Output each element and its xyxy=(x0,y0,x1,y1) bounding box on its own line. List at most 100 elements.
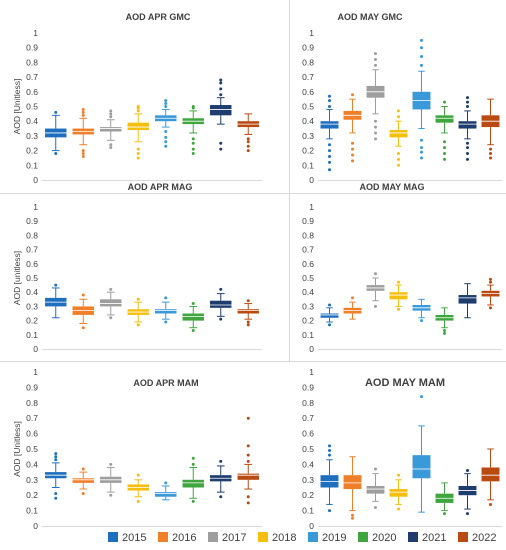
legend-swatch xyxy=(108,532,118,542)
legend-item-2019: 2019 xyxy=(308,532,346,544)
box-2015 xyxy=(320,444,339,513)
chart-title: AOD APR MAM xyxy=(133,378,198,388)
y-tick-label: 0.4 xyxy=(302,116,314,126)
outlier-point xyxy=(374,119,377,123)
outlier-point xyxy=(191,462,195,466)
outlier-point xyxy=(351,93,354,97)
y-tick-label: 0.8 xyxy=(302,398,314,408)
y-tick-label: 0.4 xyxy=(302,287,314,297)
outlier-point xyxy=(420,63,423,67)
outlier-point xyxy=(191,105,195,108)
y-tick-label: 0.8 xyxy=(302,57,314,67)
legend-swatch xyxy=(458,532,468,542)
outlier-point xyxy=(397,157,400,161)
panel: AOD MAY GMC 0 0.1 0.2 0.3 0.4 0.5 0.6 0.7 0.8 0.9 1 xyxy=(302,12,502,185)
iqr-box xyxy=(435,115,454,123)
chart-title: AOD MAY MAM xyxy=(365,377,445,389)
outlier-point xyxy=(466,146,469,150)
outlier-point xyxy=(164,105,168,108)
outlier-point xyxy=(328,449,331,453)
y-tick-label: 0 xyxy=(309,521,314,531)
legend-label: 2020 xyxy=(372,532,396,544)
outlier-point xyxy=(443,512,446,516)
iqr-box xyxy=(389,130,408,138)
legend-label: 2017 xyxy=(222,532,246,544)
y-tick-label: 0.8 xyxy=(26,57,38,67)
y-tick-label: 0 xyxy=(33,521,38,531)
box-2016 xyxy=(343,296,362,320)
box-2018 xyxy=(389,280,408,311)
outlier-point xyxy=(246,299,250,303)
outlier-point xyxy=(164,129,168,133)
y-tick-label: 0.6 xyxy=(302,259,314,269)
outlier-point xyxy=(443,157,446,161)
outlier-point xyxy=(81,113,85,117)
iqr-box xyxy=(366,485,385,494)
y-tick-label: 0.5 xyxy=(302,273,314,283)
y-tick-label: 0.3 xyxy=(302,131,314,141)
legend-swatch xyxy=(358,532,368,542)
box-plot-panels: AOD APR GMC 0 0.1 0.2 0.3 0.4 0.5 0.6 0.7 0.8 0.9 1… xyxy=(12,12,502,531)
box-2021 xyxy=(210,78,232,151)
y-tick-label: 0.8 xyxy=(302,230,314,240)
outlier-point xyxy=(219,81,223,85)
outlier-point xyxy=(54,110,58,114)
iqr-box xyxy=(100,299,122,307)
iqr-box xyxy=(155,492,177,497)
outlier-point xyxy=(219,78,223,82)
box-2017 xyxy=(100,462,122,497)
box-2021 xyxy=(458,469,477,516)
y-tick-label: 1 xyxy=(309,367,314,377)
box-2015 xyxy=(45,110,67,156)
outlier-point xyxy=(246,459,250,463)
outlier-point xyxy=(246,137,250,141)
outlier-point xyxy=(191,141,195,145)
y-tick-label: 0.3 xyxy=(26,301,38,311)
iqr-box xyxy=(210,105,232,116)
outlier-point xyxy=(164,140,168,144)
outlier-point xyxy=(328,303,331,307)
box-2020 xyxy=(435,100,454,161)
legend-item-2017: 2017 xyxy=(208,532,246,544)
outlier-point xyxy=(136,105,140,108)
y-tick-label: 0.1 xyxy=(26,160,38,170)
outlier-point xyxy=(136,297,140,301)
outlier-point xyxy=(489,502,492,506)
outlier-point xyxy=(164,102,168,106)
outlier-point xyxy=(397,280,400,284)
y-tick-label: 0.3 xyxy=(26,131,38,141)
outlier-point xyxy=(81,149,85,153)
box-2017 xyxy=(100,287,122,320)
outlier-point xyxy=(420,138,423,142)
box-2020 xyxy=(435,307,454,335)
box-2017 xyxy=(366,272,385,308)
outlier-point xyxy=(489,277,492,281)
box-2022 xyxy=(237,416,259,505)
y-tick-label: 0.7 xyxy=(302,413,314,423)
box-2018 xyxy=(389,109,408,167)
box-2021 xyxy=(210,287,232,321)
y-tick-label: 0.2 xyxy=(302,490,314,500)
outlier-point xyxy=(489,147,492,151)
y-tick-label: 0.5 xyxy=(302,102,314,112)
iqr-box xyxy=(320,313,339,318)
y-tick-label: 1 xyxy=(33,367,38,377)
y-tick-label: 0.9 xyxy=(302,216,314,226)
iqr-box xyxy=(237,309,259,314)
legend: 2015 2016 2017 2018 2019 2020 2021 2022 xyxy=(108,532,496,544)
outlier-point xyxy=(351,159,354,163)
outlier-point xyxy=(466,96,469,100)
outlier-point xyxy=(54,283,58,287)
iqr-box xyxy=(389,489,408,497)
outlier-point xyxy=(420,156,423,160)
outlier-point xyxy=(136,156,140,160)
iqr-box xyxy=(182,313,204,321)
y-tick-label: 0.9 xyxy=(302,382,314,392)
outlier-point xyxy=(374,137,377,141)
outlier-point xyxy=(443,100,446,104)
outlier-point xyxy=(219,141,223,145)
y-axis-label: AOD [Unitless] xyxy=(12,79,22,135)
panel: AOD APR MAM 0 0.1 0.2 0.3 0.4 0.5 0.6 0.7 0.8 0.9 1… xyxy=(12,367,262,531)
outlier-point xyxy=(54,496,58,500)
y-tick-label: 0.9 xyxy=(26,382,38,392)
